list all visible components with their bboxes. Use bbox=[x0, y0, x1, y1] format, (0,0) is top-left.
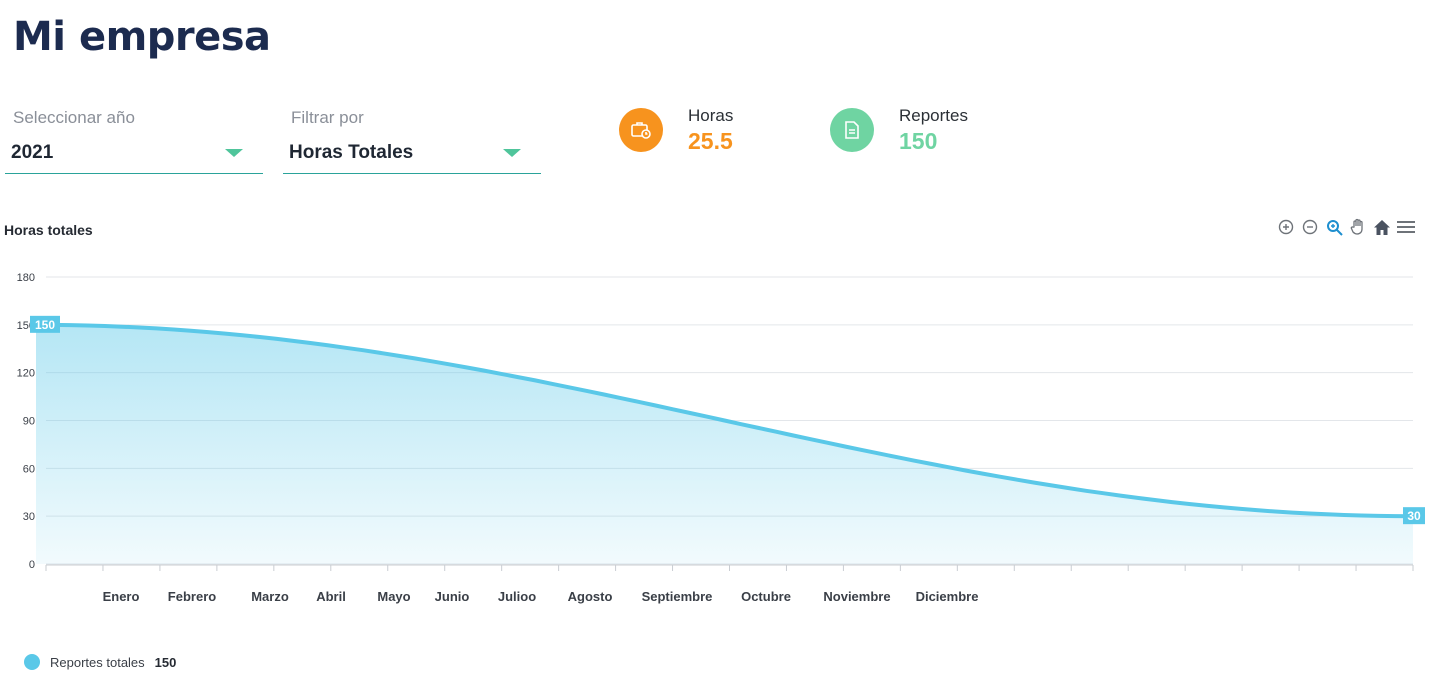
x-tick-label: Febrero bbox=[168, 589, 216, 604]
briefcase-clock-icon bbox=[619, 108, 663, 152]
document-icon bbox=[830, 108, 874, 152]
legend-value: 150 bbox=[154, 654, 177, 670]
x-tick-label: Noviembre bbox=[823, 589, 890, 604]
x-tick-label: Marzo bbox=[251, 589, 289, 604]
chart-legend: Reportes totales 150 bbox=[24, 654, 176, 670]
chevron-down-icon[interactable] bbox=[225, 149, 243, 157]
stat-reportes-value: 150 bbox=[899, 128, 938, 154]
y-tick-label: 30 bbox=[23, 511, 35, 523]
x-tick-label: Enero bbox=[103, 589, 140, 604]
data-label-bg bbox=[30, 315, 60, 333]
year-select-label: Seleccionar año bbox=[13, 108, 135, 127]
stat-horas-label: Horas bbox=[688, 106, 734, 125]
page-title: Mi empresa bbox=[13, 14, 271, 60]
stat-horas-value: 25.5 bbox=[688, 128, 733, 154]
zoom-out-icon[interactable] bbox=[1300, 217, 1320, 237]
y-tick-label: 120 bbox=[17, 368, 35, 380]
x-tick-label: Octubre bbox=[741, 589, 791, 604]
data-label: 150 bbox=[35, 318, 55, 332]
x-tick-label: Junio bbox=[435, 589, 470, 604]
home-reset-icon[interactable] bbox=[1372, 217, 1392, 237]
y-tick-label: 180 bbox=[17, 272, 35, 284]
x-tick-label: Agosto bbox=[568, 589, 613, 604]
menu-icon[interactable] bbox=[1396, 217, 1416, 237]
legend-label[interactable]: Reportes totales bbox=[50, 654, 145, 670]
stat-reportes-label: Reportes bbox=[899, 106, 968, 125]
filter-select-value[interactable]: Horas Totales bbox=[289, 142, 414, 163]
zoom-select-icon[interactable] bbox=[1324, 217, 1344, 237]
filter-select[interactable]: Filtrar por Horas Totales bbox=[283, 104, 541, 174]
legend-marker[interactable] bbox=[24, 654, 40, 670]
x-tick-label: Abril bbox=[316, 589, 346, 604]
y-tick-label: 60 bbox=[23, 463, 35, 475]
series-line bbox=[35, 322, 1414, 519]
pan-hand-icon[interactable] bbox=[1348, 217, 1368, 237]
chevron-down-icon[interactable] bbox=[503, 149, 521, 157]
chart-title: Horas totales bbox=[4, 222, 93, 238]
zoom-in-icon[interactable] bbox=[1276, 217, 1296, 237]
x-tick-label: Septiembre bbox=[642, 589, 713, 604]
x-tick-label: Diciembre bbox=[916, 589, 979, 604]
series-area bbox=[36, 324, 1413, 564]
data-label: 30 bbox=[1407, 509, 1421, 523]
filter-select-label: Filtrar por bbox=[291, 108, 364, 127]
year-select[interactable]: Seleccionar año 2021 bbox=[5, 104, 263, 174]
y-tick-label: 90 bbox=[23, 416, 35, 428]
data-label-bg bbox=[1403, 507, 1425, 525]
y-tick-label: 0 bbox=[29, 559, 35, 571]
chart-toolbar bbox=[1276, 217, 1416, 237]
year-select-value[interactable]: 2021 bbox=[11, 142, 54, 163]
x-tick-label: Mayo bbox=[377, 589, 410, 604]
x-tick-label: Julioo bbox=[498, 589, 536, 604]
